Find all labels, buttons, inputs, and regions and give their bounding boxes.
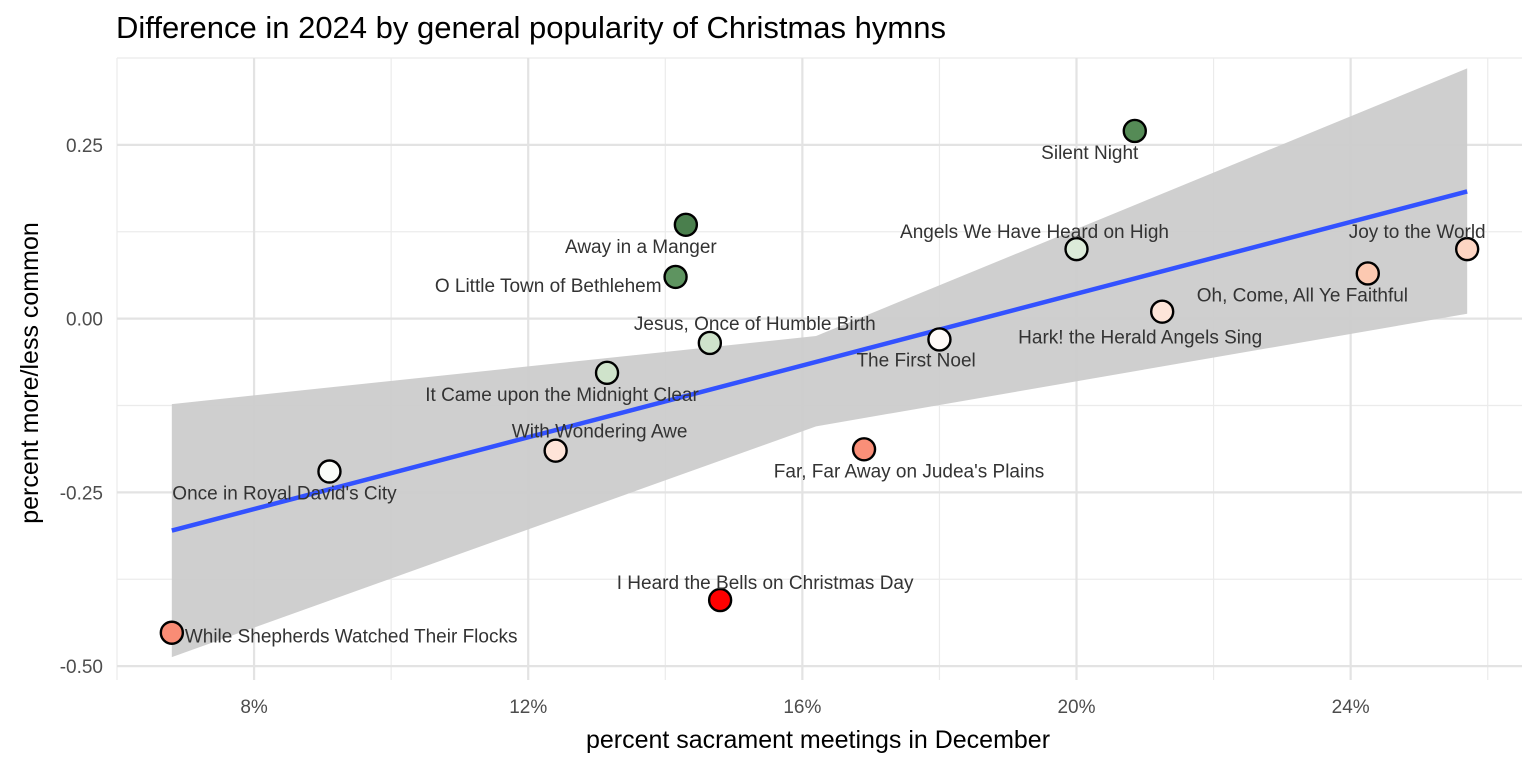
points-layer (159, 118, 1480, 645)
y-tick-label: 0.25 (66, 136, 103, 157)
x-tick-label: 12% (509, 697, 547, 718)
x-tick-label: 8% (240, 697, 268, 718)
point-label: The First Noel (856, 350, 975, 371)
data-point (1064, 236, 1089, 262)
x-tick-label: 24% (1332, 697, 1370, 718)
y-tick-labels: -0.50 -0.25 0.00 0.25 (60, 136, 103, 678)
data-point (697, 330, 723, 356)
data-point (317, 459, 342, 484)
data-point (663, 264, 688, 290)
data-point (1454, 236, 1480, 262)
point-label: Jesus, Once of Humble Birth (634, 314, 876, 335)
point-label: Once in Royal David's City (172, 484, 397, 505)
data-point (851, 437, 877, 462)
point-labels-layer: Silent Night Away in a Manger O Little Tow… (172, 143, 1485, 648)
data-point (707, 587, 733, 613)
data-point (543, 438, 568, 463)
point-label: O Little Town of Bethlehem (435, 276, 662, 297)
point-label: With Wondering Awe (512, 422, 688, 443)
y-axis-title: percent more/less common (16, 222, 44, 524)
point-label: Oh, Come, All Ye Faithful (1197, 285, 1408, 306)
x-tick-label: 20% (1057, 697, 1095, 718)
y-tick-label: -0.50 (60, 657, 103, 678)
point-label: While Shepherds Watched Their Flocks (185, 627, 518, 648)
data-point (1149, 299, 1175, 324)
point-label: I Heard the Bells on Christmas Day (617, 573, 914, 594)
x-axis-title: percent sacrament meetings in December (586, 726, 1050, 754)
point-label: Far, Far Away on Judea's Plains (774, 461, 1044, 482)
y-tick-label: 0.00 (66, 310, 103, 331)
trend-line (171, 189, 1468, 533)
data-point (1122, 118, 1147, 144)
data-point (1355, 261, 1380, 286)
point-label: Joy to the World (1349, 222, 1486, 243)
y-tick-label: -0.25 (60, 483, 103, 504)
trend-line-layer (171, 189, 1468, 533)
data-point (159, 620, 185, 645)
point-label: Away in a Manger (565, 237, 717, 258)
data-point (594, 360, 620, 386)
chart-title: Difference in 2024 by general popularity… (116, 10, 946, 45)
data-point (673, 212, 699, 237)
point-label: It Came upon the Midnight Clear (425, 385, 699, 406)
point-label: Hark! the Herald Angels Sing (1018, 328, 1262, 349)
x-tick-labels: 8% 12% 16% 20% 24% (240, 697, 1369, 718)
data-point (927, 327, 952, 352)
point-label: Angels We Have Heard on High (900, 222, 1169, 243)
point-label: Silent Night (1041, 143, 1139, 164)
x-tick-label: 16% (783, 697, 821, 718)
